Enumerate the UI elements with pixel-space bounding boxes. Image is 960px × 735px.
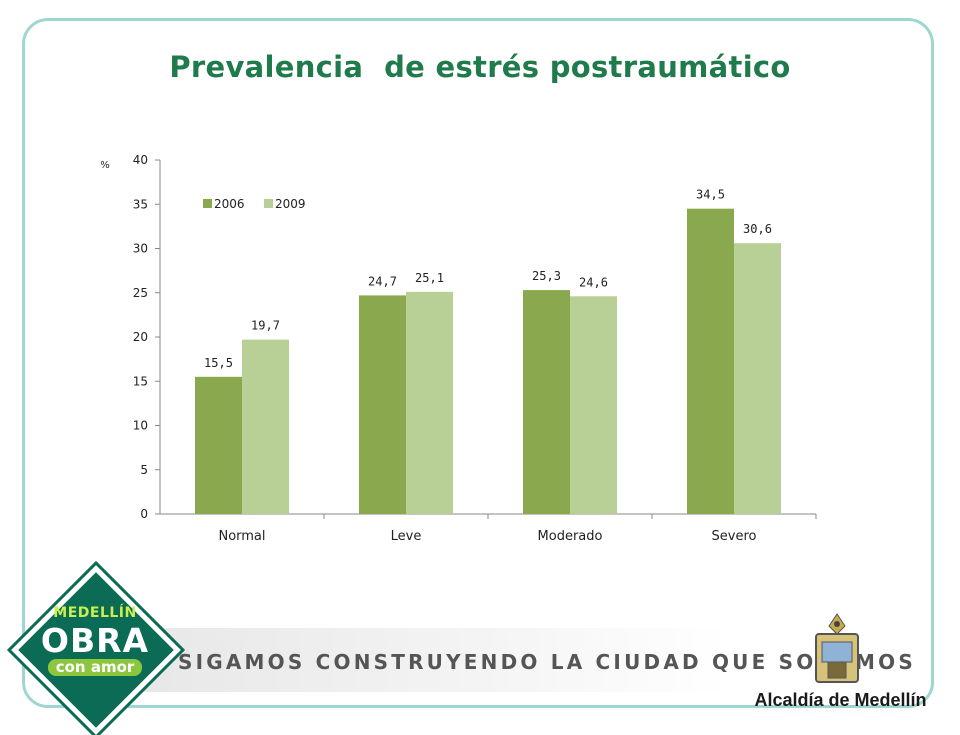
bar-2009-normal [242,339,289,514]
bar-2006-moderado [523,290,570,514]
slide-title: Prevalencia de estrés postraumático [169,50,791,84]
data-label: 24,6 [579,275,608,289]
logo-text: MEDELLÍN OBRA con amor [20,606,170,676]
data-label: 30,6 [743,222,772,236]
data-label: 25,3 [532,269,561,283]
legend-label-2009: 2009 [275,197,306,211]
logo-line-city: MEDELLÍN [53,605,137,621]
data-label: 25,1 [415,271,444,285]
slide-frame [22,18,934,708]
data-label: 19,7 [251,319,280,333]
y-tick-label: 0 [140,507,148,521]
y-tick-label: 40 [133,153,148,167]
y-tick-label: 5 [140,463,148,477]
bar-2009-moderado [570,296,617,514]
y-tick-label: 20 [133,330,148,344]
x-tick-label: Leve [391,529,422,544]
y-tick-label: 10 [133,419,148,433]
legend-swatch-2009 [264,199,273,208]
y-axis-label: % [100,160,110,171]
slogan-text: SIGAMOS CONSTRUYENDO LA CIUDAD QUE SOÑAM… [178,650,916,674]
logo-line-obra: OBRA [40,621,150,660]
y-tick-label: 25 [133,286,148,300]
city-seal-icon [815,613,859,683]
institution-name: Alcaldía de Medellín [754,690,927,710]
y-tick-label: 15 [133,374,148,388]
x-tick-label: Severo [712,529,757,544]
bar-2006-normal [195,376,242,514]
x-tick-label: Moderado [538,529,603,544]
legend-label-2006: 2006 [214,197,245,211]
bar-2009-leve [406,291,453,514]
footer-band [100,628,730,692]
bar-chart: 0 5 10 15 20 25 30 35 40% 15,5 19,7 Normal 24,7 25,1 L… [100,153,817,544]
bar-2009-severo [734,243,781,514]
data-label: 24,7 [368,274,397,288]
x-tick-label: Normal [218,529,265,544]
data-label: 15,5 [204,356,233,370]
bar-2006-leve [359,295,406,514]
y-tick-label: 30 [133,242,148,256]
data-label: 34,5 [696,188,725,202]
y-tick-label: 35 [133,197,148,211]
bar-2006-severo [687,208,734,515]
logo-line-con-amor: con amor [47,659,143,676]
legend-swatch-2006 [203,199,212,208]
